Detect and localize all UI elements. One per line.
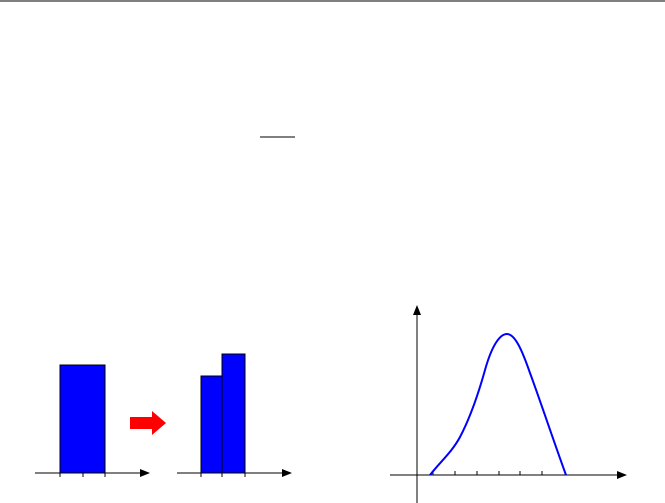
left-histogram — [35, 364, 150, 477]
transition-arrow — [130, 411, 166, 435]
axis-ticks — [200, 473, 246, 477]
narrow-bar — [200, 375, 223, 474]
axis-ticks — [59, 473, 106, 477]
axis-ticks — [432, 471, 566, 475]
middle-histogram — [177, 353, 292, 477]
narrow-bar — [221, 353, 246, 474]
density-curve — [429, 332, 567, 476]
density-plot — [390, 305, 627, 503]
wide-bar — [59, 364, 106, 474]
